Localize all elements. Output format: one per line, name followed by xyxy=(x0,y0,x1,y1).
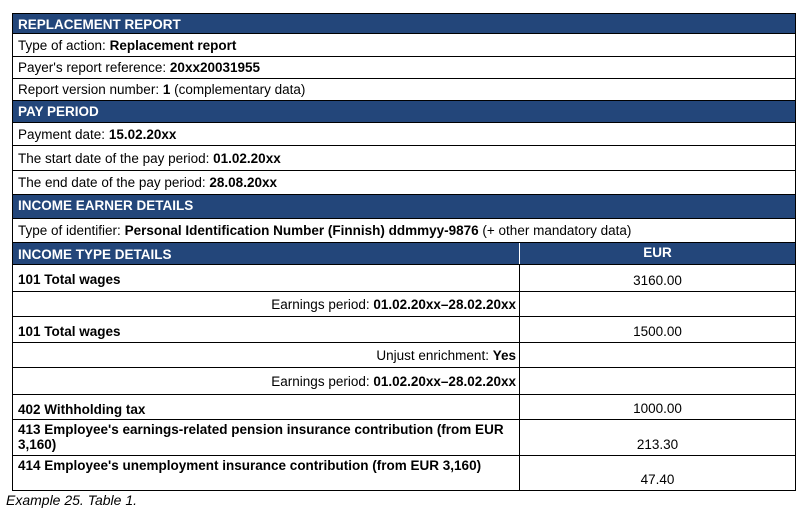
field-value: 01.02.20xx xyxy=(213,150,281,166)
income-label: 413 Employee's earnings-related pension … xyxy=(13,420,520,455)
field-label: The end date of the pay period: xyxy=(18,175,206,190)
section-title: PAY PERIOD xyxy=(18,104,99,119)
field-label: Payment date: xyxy=(18,126,106,142)
amount-cell xyxy=(520,343,795,367)
amount-cell xyxy=(520,292,795,316)
field-value: Replacement report xyxy=(109,37,237,53)
income-row: 413 Employee's earnings-related pension … xyxy=(12,420,796,456)
income-row: Earnings period: 01.02.20xx–28.02.20xx xyxy=(12,292,796,317)
income-label: 101 Total wages xyxy=(13,265,520,291)
table-title: INCOME TYPE DETAILS xyxy=(13,243,520,264)
detail-label: Earnings period: xyxy=(271,296,370,312)
field-value: 15.02.20xx xyxy=(108,126,177,142)
field-value: 1 xyxy=(162,82,171,97)
income-row: 101 Total wages 3160.00 xyxy=(12,265,796,292)
caption: Example 25. Table 1. xyxy=(6,492,138,508)
detail-label: Unjust enrichment: xyxy=(376,347,489,363)
field-label: Type of action: xyxy=(18,37,106,53)
income-row: Unjust enrichment: Yes xyxy=(12,343,796,368)
amount: 1000.00 xyxy=(633,401,682,416)
income-row: Earnings period: 01.02.20xx–28.02.20xx xyxy=(12,368,796,395)
income-detail: Earnings period: 01.02.20xx–28.02.20xx xyxy=(13,292,520,316)
detail-label: Earnings period: xyxy=(271,373,370,389)
income-detail: Unjust enrichment: Yes xyxy=(13,343,520,367)
income-row: 101 Total wages 1500.00 xyxy=(12,317,796,343)
income-row: 402 Withholding tax 1000.00 xyxy=(12,395,796,420)
amount: 3160.00 xyxy=(633,273,682,288)
section-header: PAY PERIOD xyxy=(12,101,796,123)
field-row: The start date of the pay period: 01.02.2… xyxy=(12,146,796,171)
income-label: 402 Withholding tax xyxy=(13,395,520,419)
amount: 47.40 xyxy=(640,472,675,487)
field-row: Payment date: 15.02.20xx xyxy=(12,123,796,146)
table-header: INCOME TYPE DETAILS EUR xyxy=(12,243,796,265)
section-title: REPLACEMENT REPORT xyxy=(18,17,181,32)
amount: 1500.00 xyxy=(633,324,682,339)
field-row: Report version number: 1 (complementary da… xyxy=(12,79,796,101)
field-value: 28.08.20xx xyxy=(209,175,277,190)
field-label: Report version number: xyxy=(18,82,160,97)
field-label: Payer's report reference: xyxy=(18,60,167,75)
section-title: INCOME EARNER DETAILS xyxy=(18,198,194,213)
amount: 213.30 xyxy=(636,437,679,452)
section-header: INCOME EARNER DETAILS xyxy=(12,195,796,219)
field-row: The end date of the pay period: 28.08.20x… xyxy=(12,171,796,195)
income-row: 414 Employee's unemployment insurance co… xyxy=(12,456,796,491)
detail-value: Yes xyxy=(492,347,516,363)
field-suffix: (+ other mandatory data) xyxy=(482,223,632,238)
detail-value: 01.02.20xx–28.02.20xx xyxy=(373,296,516,312)
field-label: The start date of the pay period: xyxy=(18,150,210,166)
field-label: Type of identifier: xyxy=(18,223,121,238)
field-row: Payer's report reference: 20xx20031955 xyxy=(12,57,796,79)
currency-header: EUR xyxy=(643,245,672,260)
income-label: 101 Total wages xyxy=(13,317,520,342)
field-row: Type of action: Replacement report xyxy=(12,34,796,57)
detail-value: 01.02.20xx–28.02.20xx xyxy=(373,373,516,389)
field-value: Personal Identification Number (Finnish)… xyxy=(124,223,479,238)
field-suffix: (complementary data) xyxy=(174,82,306,97)
income-detail: Earnings period: 01.02.20xx–28.02.20xx xyxy=(13,368,520,394)
field-row: Type of identifier: Personal Identificati… xyxy=(12,219,796,243)
amount-cell xyxy=(520,368,795,394)
income-label: 414 Employee's unemployment insurance co… xyxy=(13,456,520,490)
section-header: REPLACEMENT REPORT xyxy=(12,13,796,34)
field-value: 20xx20031955 xyxy=(169,60,261,75)
